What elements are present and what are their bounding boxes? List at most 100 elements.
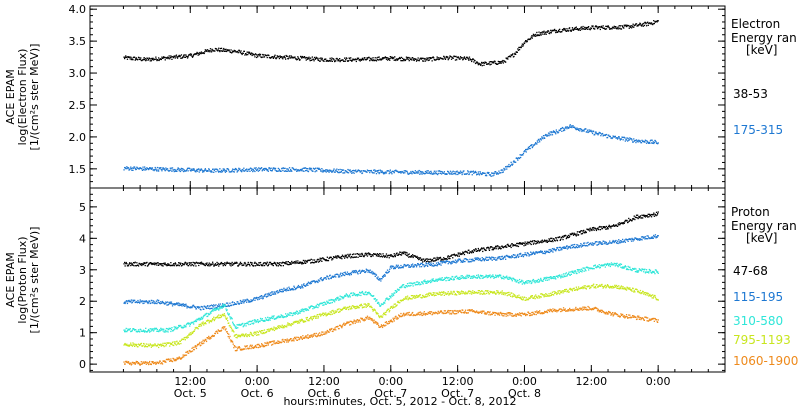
data-point <box>166 330 168 332</box>
data-point <box>608 27 610 29</box>
data-point <box>389 268 391 270</box>
data-point <box>243 300 245 303</box>
data-point <box>564 273 566 275</box>
data-point <box>295 312 297 314</box>
data-point <box>628 217 630 220</box>
data-point <box>531 146 533 149</box>
data-point <box>144 331 146 333</box>
data-point <box>507 256 510 258</box>
data-point <box>478 250 481 252</box>
data-point <box>561 274 563 276</box>
data-point <box>237 302 239 304</box>
data-point <box>239 168 241 170</box>
data-point <box>410 255 413 257</box>
data-point <box>178 325 180 328</box>
data-point <box>622 136 624 138</box>
data-point <box>508 255 510 257</box>
data-point <box>194 263 196 265</box>
data-point <box>357 169 360 171</box>
data-point <box>395 291 398 293</box>
data-point <box>168 57 170 59</box>
data-point <box>437 261 439 264</box>
data-point <box>635 237 637 239</box>
data-point <box>261 56 263 58</box>
data-point <box>292 287 294 290</box>
data-point <box>469 171 472 173</box>
data-point <box>374 57 376 59</box>
data-point <box>429 264 432 266</box>
data-point <box>130 58 132 61</box>
data-point <box>266 319 268 321</box>
data-point <box>510 56 512 58</box>
data-point <box>355 60 357 63</box>
data-point <box>544 33 546 35</box>
data-point <box>390 297 392 299</box>
data-point <box>546 31 549 33</box>
data-point <box>458 278 460 280</box>
data-point <box>461 277 463 279</box>
data-point <box>511 164 513 166</box>
data-point <box>244 323 247 325</box>
data-point <box>511 280 513 282</box>
data-point <box>396 170 399 172</box>
data-point <box>562 127 564 129</box>
data-point <box>641 239 643 241</box>
data-point <box>331 171 333 173</box>
data-point <box>564 235 566 237</box>
data-point <box>603 240 605 242</box>
data-point <box>436 265 438 267</box>
data-point <box>219 168 221 170</box>
data-point <box>300 287 302 289</box>
data-point <box>149 167 151 170</box>
data-point <box>361 172 364 174</box>
data-point <box>564 247 566 249</box>
data-point <box>573 28 575 30</box>
data-point <box>623 27 625 29</box>
legend-title-line: Electron <box>731 17 780 31</box>
data-point <box>331 60 333 62</box>
data-point <box>432 259 434 261</box>
data-point <box>513 254 515 256</box>
data-point <box>226 305 228 307</box>
data-point <box>448 172 450 174</box>
data-point <box>623 222 625 224</box>
data-point <box>346 271 349 273</box>
data-point <box>545 251 547 254</box>
data-point <box>406 170 408 173</box>
data-point <box>607 243 609 245</box>
data-point <box>205 307 207 309</box>
data-point <box>550 131 552 133</box>
data-point <box>137 58 139 61</box>
data-point <box>125 261 127 264</box>
data-point <box>546 135 549 137</box>
data-point <box>195 53 198 55</box>
data-point <box>208 263 210 266</box>
data-point <box>339 171 341 173</box>
data-point <box>291 56 293 58</box>
data-point <box>440 279 442 281</box>
data-point <box>456 261 458 263</box>
data-point <box>249 320 251 322</box>
data-point <box>455 55 457 58</box>
data-point <box>373 295 375 297</box>
data-point <box>374 297 376 300</box>
data-point <box>431 60 433 62</box>
data-point <box>446 258 448 260</box>
data-point <box>213 304 215 306</box>
data-point <box>345 254 347 256</box>
data-point <box>417 57 419 59</box>
data-point <box>318 305 320 307</box>
data-point <box>151 58 154 61</box>
data-point <box>617 26 619 28</box>
data-point <box>528 282 530 284</box>
data-point <box>477 276 479 278</box>
data-point <box>359 269 361 271</box>
data-point <box>384 302 386 304</box>
data-point <box>636 238 638 240</box>
data-point <box>214 305 216 307</box>
data-point <box>450 56 452 58</box>
data-point <box>249 323 252 325</box>
data-point <box>142 263 145 266</box>
data-point <box>478 259 480 261</box>
data-point <box>284 262 286 265</box>
